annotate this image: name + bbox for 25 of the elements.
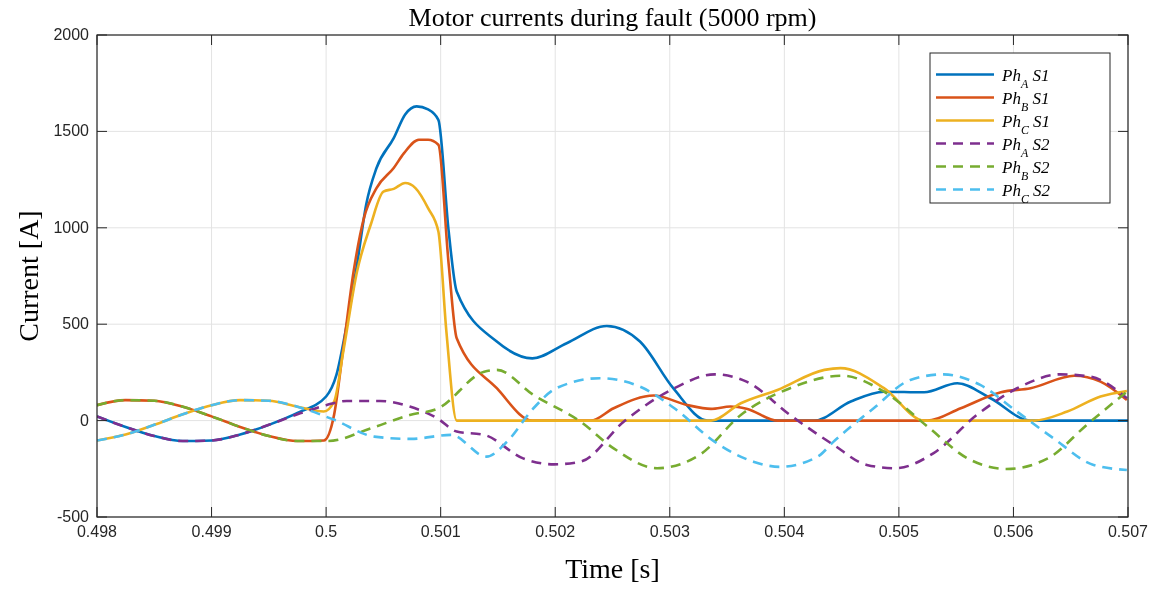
y-axis-title: Current [A]: [13, 210, 44, 342]
legend-label: Ph$_{A}$ S1: [1001, 65, 1050, 91]
x-tick-label: 0.506: [993, 523, 1034, 540]
y-tick-label: 1000: [53, 218, 90, 236]
x-tick-label: 0.502: [535, 523, 576, 540]
legend-label: Ph$_{A}$ S2: [1001, 134, 1050, 160]
x-axis-title: Time [s]: [565, 553, 660, 584]
x-tick-label: 0.507: [1107, 523, 1149, 540]
legend-label: Ph$_{C}$ S1: [1001, 111, 1051, 137]
y-tick-label: -500: [56, 508, 90, 525]
y-tick-label: 0: [80, 411, 90, 429]
x-tick-label: 0.501: [420, 523, 461, 540]
x-tick-label: 0.503: [649, 523, 690, 540]
legend-label: Ph$_{B}$ S2: [1001, 157, 1050, 183]
x-tick-label: 0.504: [764, 523, 805, 540]
y-tick-label: 1500: [53, 122, 90, 140]
legend-label: Ph$_{B}$ S1: [1001, 88, 1050, 114]
y-tick-label: 500: [62, 315, 90, 333]
x-tick-label: 0.505: [878, 523, 920, 540]
x-tick-label: 0.5: [314, 523, 338, 540]
legend-label: Ph$_{C}$ S2: [1001, 180, 1051, 206]
y-tick-label: 2000: [53, 26, 90, 43]
x-tick-label: 0.498: [76, 523, 118, 540]
chart-title: Motor currents during fault (5000 rpm): [408, 3, 817, 32]
x-tick-label: 0.499: [191, 523, 232, 540]
